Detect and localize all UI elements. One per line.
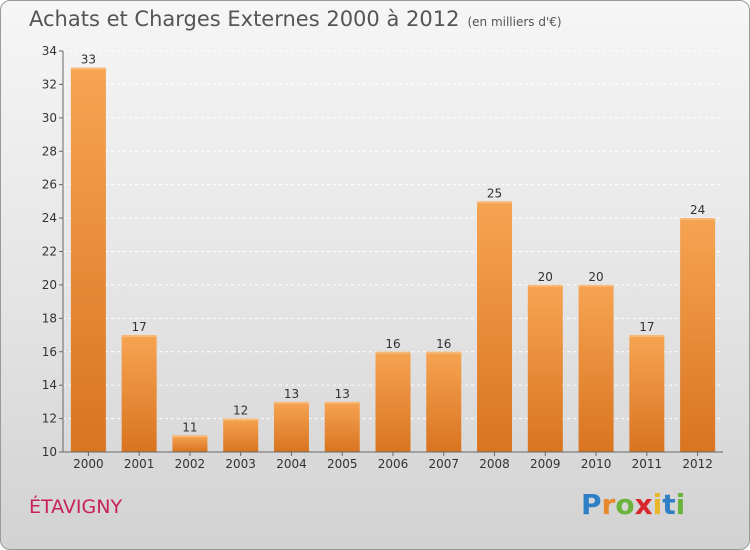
bar-highlight: [375, 351, 411, 354]
data-label: 17: [639, 320, 654, 334]
bar-highlight: [121, 335, 157, 338]
y-tick-label: 30: [42, 111, 57, 125]
proxiti-logo: Proxiti: [581, 488, 685, 521]
logo-letter: o: [615, 488, 635, 521]
logo-letter: i: [675, 488, 686, 521]
x-tick-label: 2012: [682, 457, 713, 471]
x-tick-label: 2010: [581, 457, 612, 471]
bar-highlight: [629, 335, 665, 338]
y-tick-label: 34: [42, 44, 57, 58]
chart-title: Achats et Charges Externes 2000 à 2012 (e…: [29, 7, 562, 31]
x-tick-label: 2008: [479, 457, 510, 471]
x-axis: 2000 2001 2002 2003 2004 2005 2006 2007 2008 2009…: [63, 451, 723, 471]
bar: [70, 67, 106, 452]
y-axis: 10 12 14 16 18 20 22 24 26 28 30 32 34: [42, 44, 64, 459]
x-tick-label: 2006: [378, 457, 409, 471]
y-tick-label: 10: [42, 445, 57, 459]
y-tick-label: 28: [42, 144, 57, 158]
bar: [477, 201, 513, 452]
data-label: 33: [81, 53, 96, 67]
y-tick-label: 26: [42, 178, 57, 192]
logo-letter: P: [581, 488, 602, 521]
bar-highlight: [426, 351, 462, 354]
data-label: 12: [233, 404, 248, 418]
x-tick-label: 2002: [175, 457, 206, 471]
data-label: 13: [335, 387, 350, 401]
bar: [273, 401, 309, 452]
y-tick-label: 16: [42, 345, 57, 359]
bar-highlight: [273, 401, 309, 404]
bar: [324, 401, 360, 452]
y-tick-label: 32: [42, 77, 57, 91]
chart-title-text: Achats et Charges Externes 2000 à 2012: [29, 7, 460, 31]
x-tick-label: 2004: [276, 457, 307, 471]
bar: [172, 435, 208, 452]
bar: [375, 351, 411, 452]
bar-highlight: [223, 418, 259, 421]
bar: [629, 335, 665, 452]
data-label: 20: [538, 270, 553, 284]
y-tick-label: 24: [42, 211, 57, 225]
x-tick-label: 2001: [124, 457, 155, 471]
y-tick-label: 14: [42, 378, 57, 392]
y-tick-label: 18: [42, 311, 57, 325]
x-tick-label: 2011: [632, 457, 663, 471]
bar: [527, 284, 563, 452]
bar: [426, 351, 462, 452]
bars: 33 17 11 12 13 13 16 16 25 20 20 17 24: [70, 53, 716, 452]
bar-highlight: [578, 284, 614, 287]
chart-subtitle: (en milliers d'€): [467, 15, 562, 29]
y-tick-label: 20: [42, 278, 57, 292]
x-tick-label: 2003: [225, 457, 256, 471]
data-label: 25: [487, 186, 502, 200]
logo-letter: r: [601, 488, 616, 521]
bar-highlight: [477, 201, 513, 204]
x-tick-label: 2000: [73, 457, 104, 471]
y-tick-label: 22: [42, 245, 57, 259]
bar: [223, 418, 259, 452]
data-label: 16: [436, 337, 451, 351]
data-label: 13: [284, 387, 299, 401]
y-tick-label: 12: [42, 412, 57, 426]
bar: [578, 284, 614, 452]
logo-letter: t: [662, 488, 676, 521]
bar-highlight: [324, 401, 360, 404]
x-tick-label: 2005: [327, 457, 358, 471]
bar-highlight: [70, 67, 106, 70]
data-label: 16: [385, 337, 400, 351]
data-label: 20: [588, 270, 603, 284]
logo-letter: i: [652, 488, 663, 521]
bar: [121, 335, 157, 452]
logo-letter: x: [634, 488, 653, 521]
data-label: 11: [182, 420, 197, 434]
bar-highlight: [172, 435, 208, 438]
data-label: 24: [690, 203, 705, 217]
bar: [680, 218, 716, 452]
bar-highlight: [680, 218, 716, 221]
x-tick-label: 2009: [530, 457, 561, 471]
data-label: 17: [132, 320, 147, 334]
bar-highlight: [527, 284, 563, 287]
x-tick-label: 2007: [428, 457, 459, 471]
commune-name: ÉTAVIGNY: [29, 496, 123, 518]
